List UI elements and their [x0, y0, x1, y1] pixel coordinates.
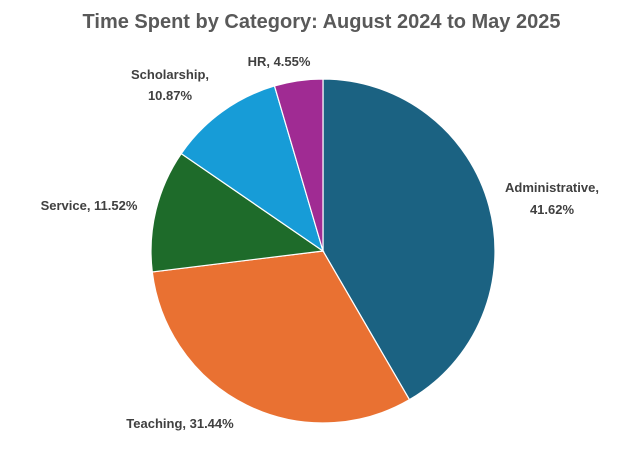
data-label-scholarship: Scholarship, 10.87% — [131, 67, 209, 103]
pie-slice-teaching — [151, 250, 411, 424]
pie-slice-hr — [273, 78, 324, 252]
pie-slice-scholarship — [180, 85, 325, 253]
slice-labels: Administrative, 41.62% Teaching, 31.44% Ser… — [41, 54, 599, 431]
pie-slice-administrative — [322, 78, 496, 401]
data-label-teaching: Teaching, 31.44% — [126, 416, 234, 431]
pie-slices — [150, 78, 496, 424]
data-label-service: Service, 11.52% — [41, 198, 138, 213]
data-label-hr: HR, 4.55% — [248, 54, 311, 69]
pie-slice-service — [150, 152, 325, 273]
data-label-administrative: Administrative, 41.62% — [505, 180, 599, 217]
chart-title: Time Spent by Category: August 2024 to M… — [83, 11, 561, 33]
